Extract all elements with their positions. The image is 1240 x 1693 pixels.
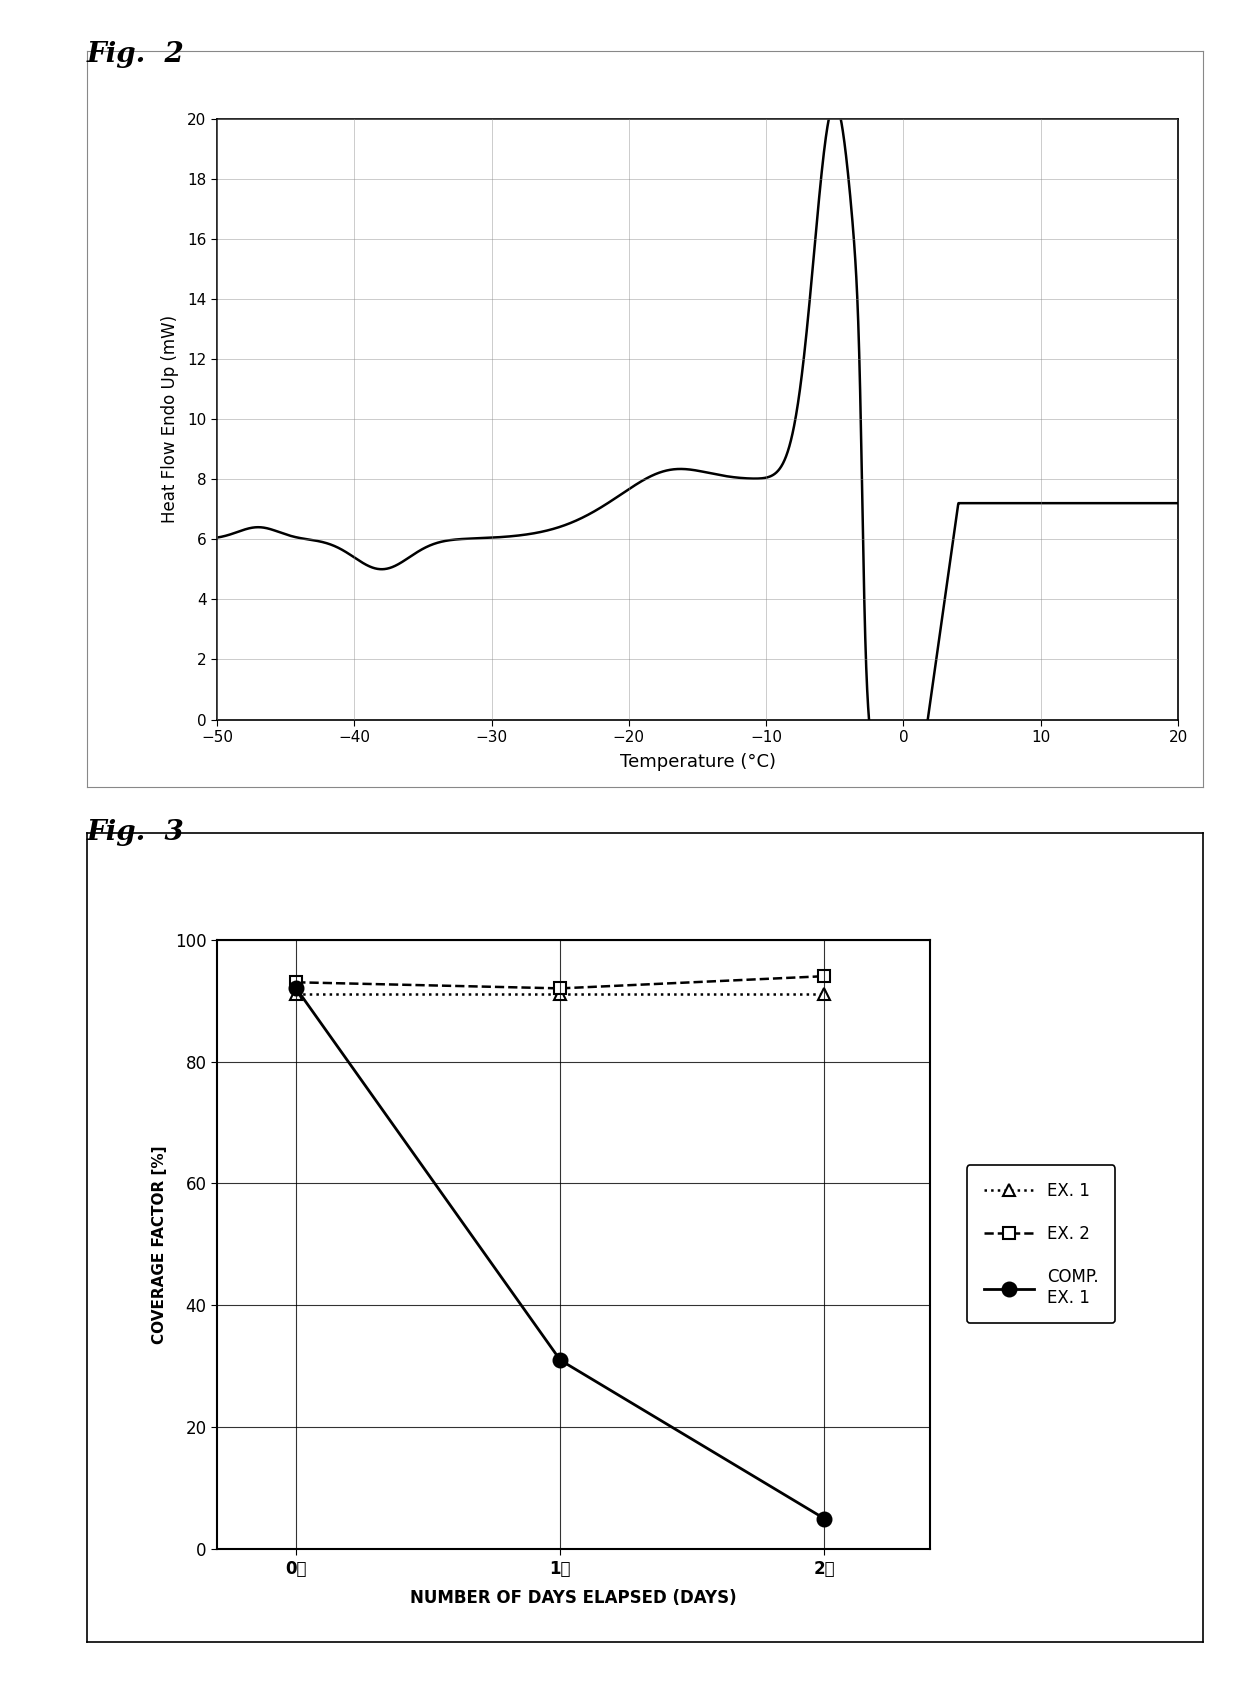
X-axis label: NUMBER OF DAYS ELAPSED (DAYS): NUMBER OF DAYS ELAPSED (DAYS) (410, 1588, 737, 1607)
EX. 2 (817, 967, 832, 987)
Y-axis label: COVERAGE FACTOR [%]: COVERAGE FACTOR [%] (151, 1144, 166, 1344)
X-axis label: Temperature (°C): Temperature (°C) (620, 753, 775, 772)
EX. 1 (817, 984, 832, 1004)
COMP.
EX. 1 (553, 1349, 568, 1370)
Line: EX. 1: EX. 1 (290, 989, 831, 1001)
COMP.
EX. 1 (817, 1508, 832, 1529)
Legend: EX. 1, EX. 2, COMP.
EX. 1: EX. 1, EX. 2, COMP. EX. 1 (967, 1165, 1115, 1324)
COMP.
EX. 1 (289, 979, 304, 999)
Line: COMP.
EX. 1: COMP. EX. 1 (289, 982, 831, 1525)
EX. 2 (289, 972, 304, 992)
EX. 1 (289, 984, 304, 1004)
Text: Fig.  3: Fig. 3 (87, 819, 185, 846)
Y-axis label: Heat Flow Endo Up (mW): Heat Flow Endo Up (mW) (161, 315, 179, 523)
Line: EX. 2: EX. 2 (290, 970, 831, 994)
Text: Fig.  2: Fig. 2 (87, 41, 185, 68)
EX. 1 (553, 984, 568, 1004)
EX. 2 (553, 979, 568, 999)
